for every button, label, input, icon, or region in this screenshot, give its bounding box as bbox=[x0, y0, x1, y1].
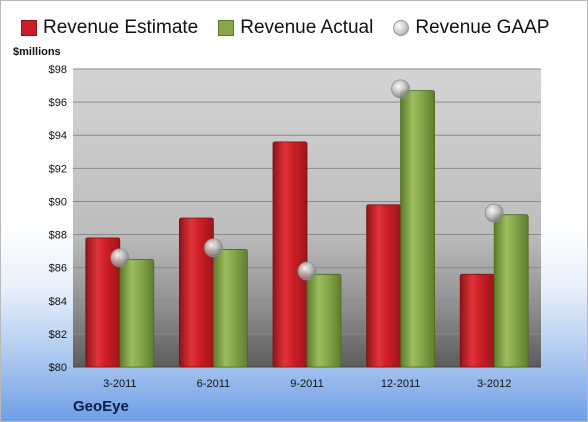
plot-area: $80 $82 $84 $86 $88 $90 $92 $94 $96 $98 3-2011 6-20… bbox=[49, 64, 541, 390]
bar-revenue-estimate bbox=[366, 204, 402, 368]
y-tick-label: $96 bbox=[49, 97, 67, 109]
y-tick-label: $98 bbox=[49, 64, 67, 76]
gray-sphere-swatch-icon bbox=[393, 20, 410, 36]
bar-revenue-actual bbox=[493, 214, 529, 368]
bar-revenue-estimate bbox=[272, 141, 308, 368]
x-tick-label: 6-2011 bbox=[197, 378, 230, 390]
marker-revenue-gaap bbox=[391, 79, 411, 99]
legend-label: Revenue GAAP bbox=[415, 17, 550, 38]
y-tick-label: $82 bbox=[49, 329, 67, 341]
legend-label: Revenue Actual bbox=[240, 17, 374, 38]
legend-item-estimate: Revenue Estimate bbox=[21, 17, 198, 39]
y-tick-label: $80 bbox=[49, 362, 67, 374]
red-square-swatch-icon bbox=[21, 20, 37, 36]
bar-revenue-actual bbox=[119, 258, 155, 368]
bar-revenue-actual bbox=[212, 249, 248, 368]
legend-label: Revenue Estimate bbox=[43, 17, 199, 38]
y-tick-label: $84 bbox=[49, 296, 67, 308]
marker-revenue-gaap bbox=[297, 261, 317, 281]
bar-revenue-actual bbox=[400, 90, 436, 368]
y-tick-label: $92 bbox=[49, 163, 67, 175]
x-tick-label: 12-2011 bbox=[381, 378, 421, 390]
bar-revenue-actual bbox=[306, 273, 342, 368]
marker-revenue-gaap bbox=[203, 238, 223, 258]
company-name: GeoEye bbox=[73, 398, 129, 415]
x-tick-label: 3-2012 bbox=[477, 378, 511, 390]
x-tick-label: 9-2011 bbox=[290, 378, 323, 390]
chart-legend: Revenue Estimate Revenue Actual Revenue … bbox=[21, 15, 581, 41]
marker-revenue-gaap bbox=[484, 203, 504, 223]
legend-item-actual: Revenue Actual bbox=[218, 17, 373, 39]
y-tick-label: $94 bbox=[49, 130, 67, 142]
green-square-swatch-icon bbox=[218, 20, 235, 36]
x-tick-label: 3-2011 bbox=[103, 378, 136, 390]
legend-item-gaap: Revenue GAAP bbox=[393, 17, 549, 39]
y-tick-label: $90 bbox=[49, 196, 67, 208]
y-tick-label: $88 bbox=[49, 230, 67, 242]
bar-revenue-estimate bbox=[459, 273, 495, 368]
marker-revenue-gaap bbox=[110, 248, 130, 268]
y-axis-label: $millions bbox=[13, 46, 61, 58]
y-tick-label: $86 bbox=[49, 263, 67, 275]
